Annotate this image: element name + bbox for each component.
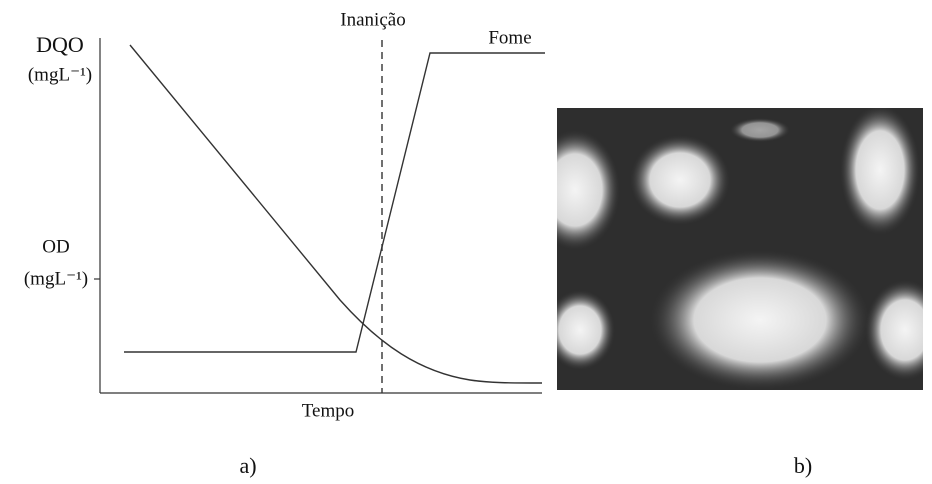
panel-label: b) [794, 453, 812, 478]
dqo-curve [130, 45, 542, 383]
y-unit-bottom: (mgL⁻¹) [24, 268, 88, 289]
panel-b: b) [530, 105, 932, 478]
annotation: Fome [488, 27, 531, 48]
panel-a: DQO (mgL⁻¹) OD (mgL⁻¹) Inanição Fome Tem… [24, 9, 545, 478]
y-label-bottom: OD [42, 236, 69, 257]
annotation: Inanição [340, 9, 405, 30]
y-unit-top: (mgL⁻¹) [28, 64, 92, 85]
figure: DQO (mgL⁻¹) OD (mgL⁻¹) Inanição Fome Tem… [0, 0, 932, 484]
x-label: Tempo [302, 400, 355, 421]
y-label-top: DQO [36, 32, 84, 57]
od-curve [124, 53, 545, 352]
panel-label: a) [239, 453, 256, 478]
